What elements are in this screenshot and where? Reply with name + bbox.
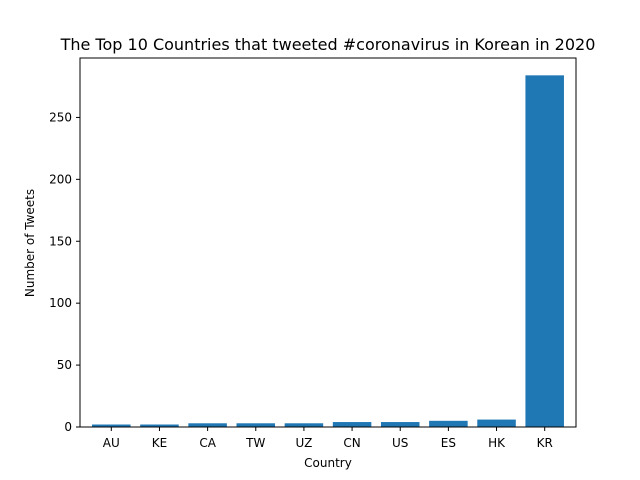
y-axis-label: Number of Tweets bbox=[23, 189, 37, 297]
x-tick-label: CN bbox=[343, 436, 360, 450]
bar-es bbox=[429, 420, 468, 427]
bar-au bbox=[92, 424, 131, 427]
x-tick-label: CA bbox=[199, 436, 216, 450]
x-tick-label: TW bbox=[245, 436, 265, 450]
bar-uz bbox=[284, 423, 324, 427]
y-ticks-group: 0 50 100 150 200 250 bbox=[49, 110, 80, 434]
x-ticks-group: AU KE CA TW UZ CN US ES HK KR bbox=[103, 427, 553, 450]
y-tick-label: 50 bbox=[57, 358, 72, 372]
x-tick-label: KE bbox=[152, 436, 167, 450]
y-tick-label: 0 bbox=[64, 420, 72, 434]
plot-frame bbox=[79, 57, 577, 428]
bar-hk bbox=[477, 419, 516, 427]
bar-ca bbox=[188, 423, 227, 427]
x-tick-label: ES bbox=[441, 436, 456, 450]
y-tick-label: 250 bbox=[49, 110, 72, 124]
x-tick-label: UZ bbox=[296, 436, 313, 450]
x-tick-label: KR bbox=[537, 436, 553, 450]
x-tick-label: AU bbox=[103, 436, 120, 450]
bar-kr bbox=[525, 75, 564, 427]
y-tick-label: 100 bbox=[49, 296, 72, 310]
y-tick-label: 150 bbox=[49, 234, 72, 248]
x-axis-label: Country bbox=[304, 456, 352, 470]
bar-tw bbox=[236, 423, 276, 427]
x-tick-label: HK bbox=[488, 436, 506, 450]
y-tick-label: 200 bbox=[49, 172, 72, 186]
bar-us bbox=[380, 422, 420, 427]
x-tick-label: US bbox=[392, 436, 408, 450]
bar-ke bbox=[140, 424, 179, 427]
bars-group bbox=[92, 75, 564, 427]
bar-cn bbox=[332, 422, 372, 427]
chart-title: The Top 10 Countries that tweeted #coron… bbox=[60, 35, 596, 54]
